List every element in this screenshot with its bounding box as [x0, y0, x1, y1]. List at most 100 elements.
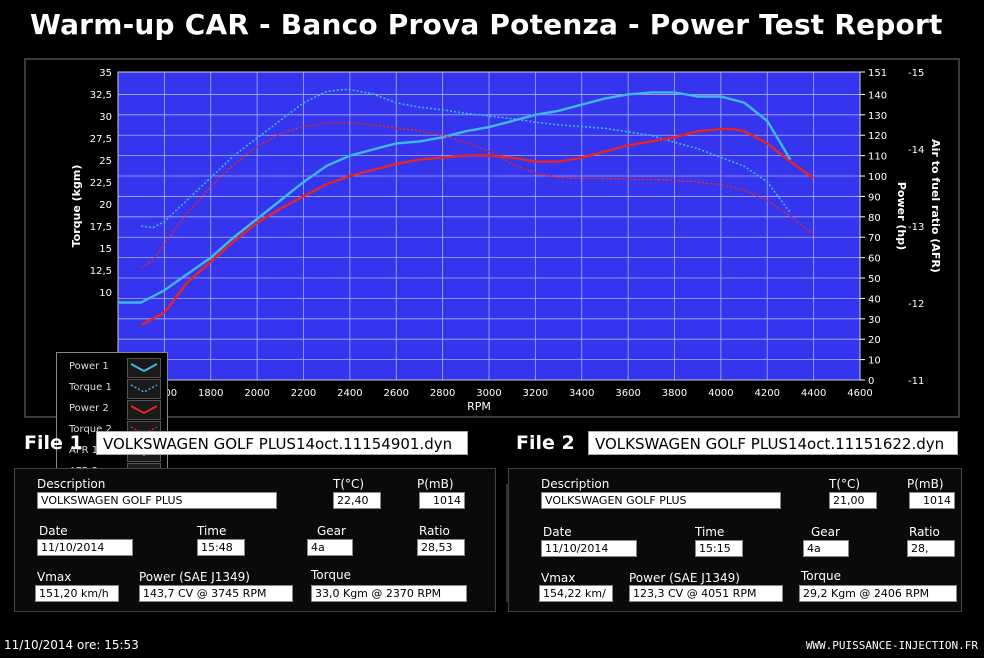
torque-tick-label: 20 [99, 200, 112, 211]
legend-label: AFR 1 [69, 445, 99, 456]
file2-name-field[interactable]: VOLKSWAGEN GOLF PLUS14oct.11151622.dyn [588, 431, 958, 455]
legend-item: Power 1 [57, 357, 167, 378]
date-label: Date [39, 524, 68, 538]
power-field[interactable]: 143,7 CV @ 3745 RPM [139, 585, 293, 602]
afr-tick-label: -15 [908, 68, 924, 79]
x-tick-label: 1800 [198, 388, 223, 399]
file1-name-field[interactable]: VOLKSWAGEN GOLF PLUS14oct.11154901.dyn [96, 431, 468, 455]
file2-label: File 2 [516, 432, 575, 454]
series-torque-1 [141, 88, 792, 229]
gear-field[interactable]: 4a [307, 539, 353, 556]
temp-field[interactable]: 22,40 [333, 492, 381, 509]
torque-tick-label: 15 [99, 244, 112, 255]
power-field[interactable]: 123,3 CV @ 4051 RPM [629, 585, 783, 602]
description-field[interactable]: VOLKSWAGEN GOLF PLUS [37, 492, 277, 509]
vmax-label: Vmax [37, 570, 72, 584]
time-field[interactable]: 15:15 [695, 540, 743, 557]
gear-field[interactable]: 4a [803, 540, 849, 557]
vmax-field[interactable]: 151,20 km/h [35, 585, 119, 602]
date-field[interactable]: 11/10/2014 [541, 540, 637, 557]
ratio-label: Ratio [419, 524, 450, 538]
power-tick-label: 40 [868, 294, 881, 305]
power-tick-label: 10 [868, 356, 881, 367]
x-tick-label: 2200 [291, 388, 316, 399]
ratio-field[interactable]: 28,53 [417, 539, 465, 556]
x-tick-label: 3800 [662, 388, 687, 399]
description-field[interactable]: VOLKSWAGEN GOLF PLUS [541, 492, 781, 509]
power-tick-label: 20 [868, 335, 881, 346]
pressure-label: P(mB) [417, 477, 454, 491]
torque-label: Torque [801, 569, 841, 583]
x-tick-label: 4600 [847, 388, 872, 399]
gear-label: Gear [317, 524, 346, 538]
file2-info-panel: Description VOLKSWAGEN GOLF PLUS T(°C) 2… [508, 468, 962, 612]
time-field[interactable]: 15:48 [197, 539, 245, 556]
time-label: Time [197, 524, 227, 538]
legend-line [130, 405, 158, 415]
power-tick-label: 90 [868, 192, 881, 203]
torque-label: Torque [311, 568, 351, 582]
temp-label: T(°C) [829, 477, 861, 491]
power-tick-label: 0 [868, 376, 874, 387]
legend-label: Power 2 [69, 403, 109, 414]
file1-label: File 1 [24, 432, 83, 454]
torque-field[interactable]: 33,0 Kgm @ 2370 RPM [311, 585, 467, 602]
pressure-field[interactable]: 1014 [419, 492, 465, 509]
power-tick-label: 151 [868, 68, 887, 79]
legend-label: Power 1 [69, 361, 109, 372]
legend-label: Torque 2 [69, 424, 112, 435]
power-tick-label: 110 [868, 152, 887, 163]
description-label: Description [541, 477, 610, 491]
website-link[interactable]: WWW.PUISSANCE-INJECTION.FR [805, 639, 978, 652]
torque-tick-label: 25 [99, 156, 112, 167]
pressure-field[interactable]: 1014 [909, 492, 955, 509]
panel-divider [506, 484, 508, 602]
legend-item: Torque 1 [57, 378, 167, 399]
report-datetime: 11/10/2014 ore: 15:53 [4, 638, 139, 652]
power-label: Power (SAE J1349) [139, 570, 250, 584]
torque-field[interactable]: 29,2 Kgm @ 2406 RPM [799, 585, 957, 602]
x-tick-label: 3400 [569, 388, 594, 399]
power-chart: 1600180020002200240026002800300032003400… [24, 58, 960, 483]
legend-item: Power 2 [57, 399, 167, 420]
afr-tick-label: -12 [908, 299, 924, 310]
power-tick-label: 80 [868, 213, 881, 224]
vmax-field[interactable]: 154,22 km/ [539, 585, 613, 602]
legend-label: Torque 1 [69, 382, 112, 393]
torque-tick-label: 30 [99, 112, 112, 123]
time-label: Time [695, 525, 725, 539]
power-tick-label: 100 [868, 172, 887, 183]
power-tick-label: 140 [868, 90, 887, 101]
power-tick-label: 70 [868, 233, 881, 244]
page-title: Warm-up CAR - Banco Prova Potenza - Powe… [30, 8, 943, 41]
x-tick-label: 3600 [615, 388, 640, 399]
legend-line [130, 426, 158, 435]
legend-swatch [127, 379, 161, 399]
power-label: Power (SAE J1349) [629, 571, 740, 585]
legend-swatch [127, 358, 161, 378]
torque-tick-label: 27,5 [90, 134, 112, 145]
x-tick-label: 2600 [384, 388, 409, 399]
description-label: Description [37, 477, 106, 491]
x-tick-label: 3000 [476, 388, 501, 399]
power-tick-label: 120 [868, 131, 887, 142]
x-axis-label: RPM [467, 400, 491, 413]
date-field[interactable]: 11/10/2014 [37, 539, 133, 556]
power-axis-label: Power (hp) [895, 182, 908, 250]
temp-label: T(°C) [333, 477, 365, 491]
pressure-label: P(mB) [907, 477, 944, 491]
torque-tick-label: 10 [99, 288, 112, 299]
power-tick-label: 30 [868, 315, 881, 326]
afr-axis-label: Air to fuel ratio (AFR) [929, 139, 942, 273]
x-tick-label: 2000 [244, 388, 269, 399]
chart-svg: 1600180020002200240026002800300032003400… [70, 68, 942, 413]
power-tick-label: 50 [868, 274, 881, 285]
temp-field[interactable]: 21,00 [829, 492, 877, 509]
ratio-field[interactable]: 28, [907, 540, 955, 557]
plot-border [117, 71, 861, 381]
ratio-label: Ratio [909, 525, 940, 539]
torque-axis-label: Torque (kgm) [70, 165, 83, 248]
legend-line [130, 363, 158, 373]
gear-label: Gear [811, 525, 840, 539]
series-torque-2 [140, 122, 815, 269]
